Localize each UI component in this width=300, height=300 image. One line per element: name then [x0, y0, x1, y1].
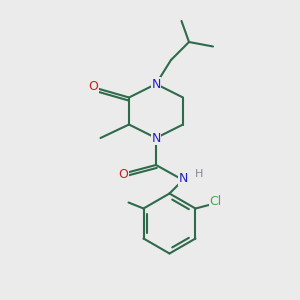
Text: N: N — [151, 77, 161, 91]
Text: N: N — [178, 172, 188, 185]
Text: O: O — [118, 167, 128, 181]
Text: O: O — [88, 80, 98, 94]
Text: Cl: Cl — [209, 195, 222, 208]
Text: H: H — [195, 169, 204, 179]
Text: N: N — [151, 131, 161, 145]
